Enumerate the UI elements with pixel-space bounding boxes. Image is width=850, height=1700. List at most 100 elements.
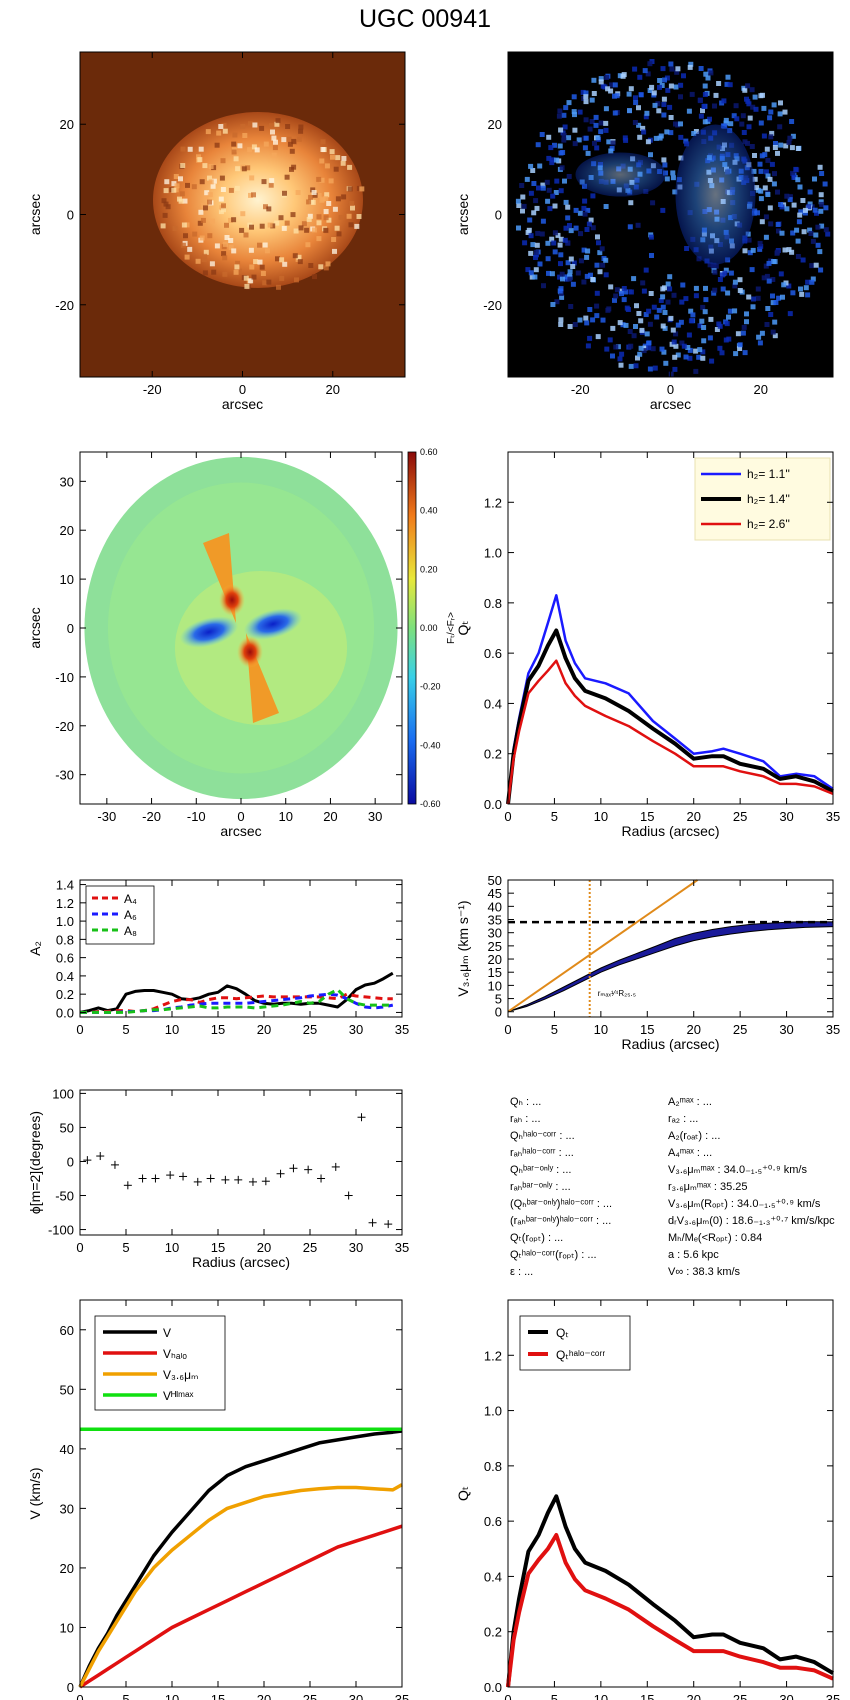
image1-pixel	[207, 233, 213, 239]
image2-pixel	[565, 260, 571, 266]
image2-pixel	[707, 262, 713, 268]
image2-pixel	[766, 260, 772, 266]
image2-pixel	[540, 182, 546, 188]
image2-pixel	[572, 127, 578, 133]
image2-pixel	[719, 350, 725, 356]
vcurve-ytick-label: 50	[488, 873, 502, 888]
image2-pixel	[603, 106, 609, 112]
image2-pixel	[727, 82, 733, 88]
image2-pixel	[608, 284, 614, 290]
image1-pixel	[262, 242, 268, 248]
image2-pixel	[577, 210, 583, 216]
image2-pixel	[593, 122, 599, 128]
image2-pixel	[575, 270, 581, 276]
image2-pixel	[585, 150, 591, 156]
image1-pixel	[276, 284, 281, 290]
image2-pixel	[673, 331, 679, 337]
image2-pixel	[541, 283, 546, 289]
image1-pixel	[209, 261, 215, 267]
image2-pixel	[596, 240, 601, 246]
image2-pixel	[558, 127, 564, 133]
image1-pixel	[282, 190, 287, 196]
vcurve-ytick-label: 20	[488, 952, 502, 967]
rc-decomp-legend-label: V	[163, 1326, 171, 1340]
image1-pixel	[203, 249, 209, 255]
image2-pixel	[563, 199, 569, 205]
image1-pixel	[308, 194, 314, 200]
image2-pixel	[588, 217, 594, 223]
image2-pixel	[758, 168, 764, 174]
phase-point	[261, 1177, 270, 1186]
image1-pixel	[231, 149, 237, 155]
image2-pixel	[731, 113, 737, 119]
image1-pixel	[214, 142, 220, 148]
image2-pixel	[584, 227, 590, 232]
image1-galaxy	[153, 112, 363, 288]
fourier-ytick-label: 1.0	[56, 914, 74, 929]
image1-pixel	[270, 129, 275, 135]
vcurve-rmax-label: rₘₐₓ¹⁄⁴R₂₅.₅	[598, 989, 636, 998]
image2-pixel	[786, 139, 792, 145]
image2-pixel	[604, 75, 610, 80]
image1-pixel	[174, 183, 180, 189]
image2-pixel	[789, 145, 795, 151]
image2-pixel	[679, 340, 685, 346]
phase-point	[357, 1113, 366, 1122]
image1-pixel	[316, 220, 322, 226]
image2-pixel	[721, 98, 727, 104]
image2-pixel	[678, 155, 684, 161]
image2-pixel	[805, 279, 811, 285]
image1-pixel	[222, 241, 228, 247]
image2-pixel	[725, 290, 731, 296]
image1-pixel	[165, 204, 171, 210]
image2-pixel	[770, 277, 776, 282]
image1-pixel	[272, 145, 278, 151]
image2-pixel	[649, 84, 655, 90]
image2-pixel	[618, 362, 624, 368]
image1-pixel	[160, 223, 166, 229]
fourier-xtick-label: 10	[165, 1022, 179, 1037]
rc-decomp-xtick-label: 20	[257, 1692, 271, 1700]
image2-pixel	[716, 81, 722, 86]
image2-pixel	[634, 303, 639, 309]
image2-pixel	[794, 227, 800, 233]
image1-ytick-label: 20	[60, 117, 74, 132]
image1-pixel	[234, 185, 240, 191]
image1-pixel	[274, 220, 280, 226]
image2-pixel	[764, 146, 770, 152]
image2-pixel	[633, 100, 639, 105]
image2-pixel	[784, 193, 790, 199]
image2-pixel	[759, 330, 765, 336]
image2-pixel	[598, 129, 604, 135]
image1-pixel	[306, 199, 312, 205]
image1-pixel	[240, 211, 246, 217]
image1-ytick-label: -20	[55, 298, 74, 313]
image2-pixel	[552, 230, 558, 236]
image1-pixel	[326, 217, 332, 223]
image2-pixel	[780, 294, 785, 300]
image2-pixel	[558, 317, 564, 323]
image2-pixel	[751, 168, 757, 174]
image2-pixel	[746, 124, 752, 130]
image1-pixel	[178, 176, 183, 182]
image2-pixel	[539, 132, 545, 137]
image2-pixel	[558, 291, 564, 296]
param-right: r₃.₆μₘᵐᵃˣ : 35.25	[668, 1181, 748, 1193]
image2-pixel	[633, 95, 638, 101]
image2-pixel	[558, 236, 564, 242]
image2-pixel	[536, 185, 541, 191]
image2-pixel	[661, 349, 667, 355]
image2-pixel	[620, 322, 626, 328]
image1-pixel	[340, 160, 346, 166]
image2-pixel	[562, 237, 568, 243]
param-right: Mₕ/Mₑ(<Rₒₚₜ) : 0.84	[668, 1232, 762, 1244]
image2-pixel	[723, 267, 729, 273]
image2-pixel	[786, 283, 792, 289]
image2-pixel	[688, 318, 694, 324]
page-title: UGC 00941	[359, 5, 491, 33]
qt-corr-frame	[507, 1299, 834, 1688]
image2-pixel	[778, 142, 784, 148]
image2-pixel	[673, 84, 679, 90]
image2-pixel	[594, 290, 600, 296]
fourier-xtick-label: 5	[122, 1022, 129, 1037]
